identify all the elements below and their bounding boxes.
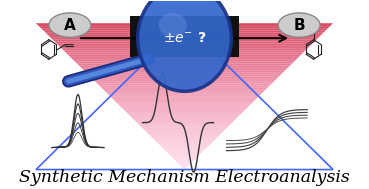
Polygon shape xyxy=(147,133,222,135)
Polygon shape xyxy=(88,74,281,76)
Polygon shape xyxy=(175,160,194,162)
Polygon shape xyxy=(132,118,237,120)
Polygon shape xyxy=(134,120,235,122)
Polygon shape xyxy=(114,100,255,102)
Polygon shape xyxy=(110,96,259,98)
Polygon shape xyxy=(42,29,327,31)
Polygon shape xyxy=(86,73,283,74)
Polygon shape xyxy=(62,49,307,51)
Polygon shape xyxy=(96,82,273,84)
Polygon shape xyxy=(55,42,314,43)
Bar xyxy=(130,16,239,57)
Polygon shape xyxy=(44,31,325,32)
Polygon shape xyxy=(79,65,290,67)
Polygon shape xyxy=(40,27,329,29)
Polygon shape xyxy=(38,25,331,27)
Polygon shape xyxy=(140,126,229,127)
Polygon shape xyxy=(177,162,192,164)
Polygon shape xyxy=(142,127,227,129)
Polygon shape xyxy=(127,113,242,115)
Polygon shape xyxy=(53,40,316,42)
Polygon shape xyxy=(60,47,309,49)
Polygon shape xyxy=(71,58,298,60)
Polygon shape xyxy=(131,116,238,118)
Polygon shape xyxy=(181,166,188,168)
Polygon shape xyxy=(69,56,300,58)
Polygon shape xyxy=(103,89,266,91)
Text: A: A xyxy=(64,18,76,33)
Polygon shape xyxy=(97,84,272,85)
Polygon shape xyxy=(173,159,196,160)
Polygon shape xyxy=(118,104,251,105)
Polygon shape xyxy=(157,142,212,144)
Polygon shape xyxy=(68,54,301,56)
Polygon shape xyxy=(129,115,240,116)
Polygon shape xyxy=(168,153,201,155)
Polygon shape xyxy=(36,23,333,25)
Circle shape xyxy=(49,13,91,37)
Polygon shape xyxy=(112,98,257,100)
Text: $\pm e^{-}$ ?: $\pm e^{-}$ ? xyxy=(163,31,206,45)
Polygon shape xyxy=(64,51,305,53)
Polygon shape xyxy=(166,151,203,153)
Polygon shape xyxy=(136,122,233,124)
Ellipse shape xyxy=(138,0,231,91)
Polygon shape xyxy=(153,139,216,140)
Polygon shape xyxy=(116,102,253,104)
Polygon shape xyxy=(93,80,276,82)
Polygon shape xyxy=(75,62,294,64)
Polygon shape xyxy=(47,34,322,36)
Polygon shape xyxy=(149,135,220,137)
Polygon shape xyxy=(145,131,224,133)
Polygon shape xyxy=(162,148,207,149)
Polygon shape xyxy=(51,38,318,40)
Polygon shape xyxy=(120,105,249,107)
Polygon shape xyxy=(49,36,320,38)
Polygon shape xyxy=(159,144,210,146)
Polygon shape xyxy=(84,71,285,73)
Polygon shape xyxy=(138,124,231,126)
Ellipse shape xyxy=(159,13,187,37)
Text: B: B xyxy=(293,18,305,33)
Circle shape xyxy=(278,13,320,37)
Polygon shape xyxy=(82,69,287,71)
Polygon shape xyxy=(170,155,199,157)
Polygon shape xyxy=(99,85,270,87)
Polygon shape xyxy=(121,107,248,109)
Polygon shape xyxy=(172,157,197,159)
Polygon shape xyxy=(90,76,279,78)
Polygon shape xyxy=(77,64,292,65)
Polygon shape xyxy=(144,129,225,131)
Polygon shape xyxy=(105,91,264,93)
Polygon shape xyxy=(161,146,208,148)
Polygon shape xyxy=(45,32,324,34)
Polygon shape xyxy=(151,137,218,139)
Polygon shape xyxy=(73,60,296,62)
Polygon shape xyxy=(179,164,190,166)
Polygon shape xyxy=(123,109,246,111)
Polygon shape xyxy=(58,45,311,47)
Text: Synthetic Mechanism Electroanalysis: Synthetic Mechanism Electroanalysis xyxy=(19,169,350,186)
Polygon shape xyxy=(66,53,303,54)
Polygon shape xyxy=(80,67,289,69)
Polygon shape xyxy=(183,168,186,170)
Polygon shape xyxy=(155,140,214,142)
Polygon shape xyxy=(101,87,268,89)
Polygon shape xyxy=(125,111,244,113)
Polygon shape xyxy=(164,149,205,151)
Polygon shape xyxy=(107,93,262,94)
Polygon shape xyxy=(56,43,313,45)
Polygon shape xyxy=(92,78,277,80)
Polygon shape xyxy=(108,94,261,96)
